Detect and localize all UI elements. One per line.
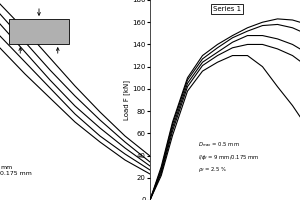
Y-axis label: Load F [kN]: Load F [kN]: [123, 80, 130, 120]
Text: $D_{max}$ = 0.5 mm
$l/\phi_f$ = 9 mm/0.175 mm
$\rho_f$ = 2.5 %: $D_{max}$ = 0.5 mm $l/\phi_f$ = 9 mm/0.1…: [198, 140, 260, 174]
Text: Series 1: Series 1: [213, 6, 241, 12]
Text: mm
0.175 mm: mm 0.175 mm: [0, 165, 32, 176]
